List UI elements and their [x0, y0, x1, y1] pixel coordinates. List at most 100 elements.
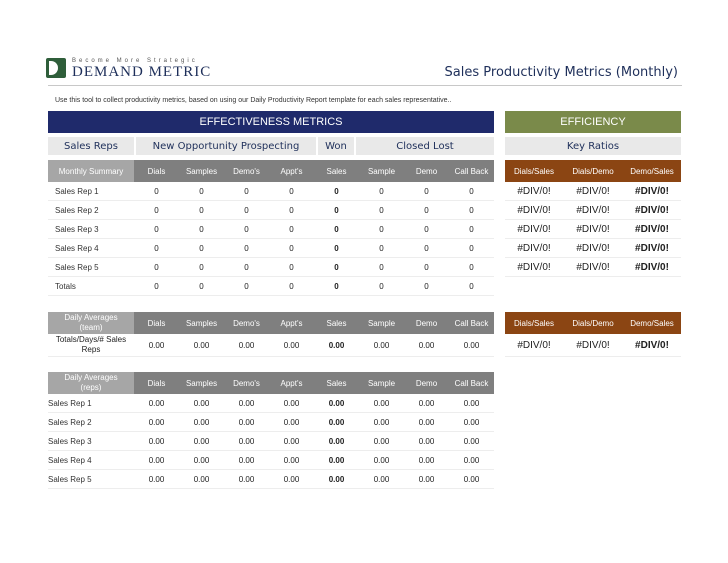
col-sales: Sales — [314, 160, 359, 182]
cell-value[interactable]: 0 — [134, 219, 179, 239]
cell-value[interactable]: 0 — [134, 238, 179, 258]
col-samples: Samples — [179, 372, 224, 394]
cell-value: 0.00 — [404, 394, 449, 413]
row-label: Sales Rep 4 — [48, 238, 134, 258]
instructions-text: Use this tool to collect productivity me… — [55, 97, 452, 104]
cell-value: 0.00 — [314, 469, 359, 489]
table-row: #DIV/0! #DIV/0! #DIV/0! — [505, 257, 681, 277]
team-averages-header-row: Daily Averages (team) Dials Samples Demo… — [48, 312, 494, 334]
ratio-value: #DIV/0! — [505, 219, 563, 239]
cell-value[interactable]: 0 — [179, 219, 224, 239]
cell-value: 0 — [134, 276, 179, 296]
monthly-header-row: Monthly Summary Dials Samples Demo's App… — [48, 160, 494, 182]
cell-value: 0.00 — [404, 412, 449, 432]
cell-value: 0.00 — [314, 450, 359, 470]
team-averages-label: Daily Averages (team) — [48, 312, 134, 334]
cell-value[interactable]: 0 — [359, 182, 404, 201]
cell-value: 0.00 — [179, 450, 224, 470]
cell-value[interactable]: 0 — [179, 182, 224, 201]
cell-value: 0.00 — [449, 412, 494, 432]
cell-value[interactable]: 0 — [134, 182, 179, 201]
cell-value: 0.00 — [134, 469, 179, 489]
table-row: Sales Rep 1 0.00 0.00 0.00 0.00 0.00 0.0… — [48, 394, 494, 413]
cell-value: 0.00 — [359, 394, 404, 413]
col-call-back: Call Back — [449, 312, 494, 334]
row-label: Sales Rep 4 — [48, 450, 134, 470]
cell-value: 0.00 — [404, 334, 449, 357]
demand-metric-logo: Become More Strategic DEMAND METRIC — [46, 58, 246, 80]
team-averages-row: Totals/Days/# Sales Reps 0.00 0.00 0.00 … — [48, 334, 494, 357]
totals-row: Totals 0 0 0 0 0 0 0 0 — [48, 276, 494, 296]
rep-averages-label: Daily Averages (reps) — [48, 372, 134, 394]
cell-value[interactable]: 0 — [224, 257, 269, 277]
group-sales-reps: Sales Reps — [48, 137, 134, 155]
cell-value: 0 — [269, 276, 314, 296]
col-demo-sales: Demo/Sales — [623, 312, 681, 334]
cell-value[interactable]: 0 — [404, 257, 449, 277]
cell-value: 0.00 — [134, 450, 179, 470]
cell-value[interactable]: 0 — [359, 200, 404, 220]
col-samples: Samples — [179, 160, 224, 182]
cell-value[interactable]: 0 — [314, 219, 359, 239]
cell-value[interactable]: 0 — [359, 219, 404, 239]
cell-value[interactable]: 0 — [404, 200, 449, 220]
cell-value[interactable]: 0 — [314, 238, 359, 258]
cell-value[interactable]: 0 — [269, 238, 314, 258]
cell-value[interactable]: 0 — [179, 257, 224, 277]
cell-value[interactable]: 0 — [269, 257, 314, 277]
col-appts: Appt's — [269, 372, 314, 394]
cell-value[interactable]: 0 — [224, 182, 269, 201]
cell-value[interactable]: 0 — [314, 200, 359, 220]
cell-value: 0.00 — [449, 469, 494, 489]
cell-value[interactable]: 0 — [224, 219, 269, 239]
row-label: Sales Rep 1 — [48, 394, 134, 413]
ratio-value: #DIV/0! — [623, 238, 681, 258]
cell-value: 0.00 — [359, 334, 404, 357]
table-row: Sales Rep 4 0 0 0 0 0 0 0 0 — [48, 238, 494, 258]
ratio-value: #DIV/0! — [505, 238, 563, 258]
cell-value: 0 — [224, 276, 269, 296]
cell-value[interactable]: 0 — [314, 182, 359, 201]
cell-value[interactable]: 0 — [134, 257, 179, 277]
col-sample: Sample — [359, 372, 404, 394]
cell-value[interactable]: 0 — [314, 257, 359, 277]
col-sales: Sales — [314, 372, 359, 394]
cell-value[interactable]: 0 — [404, 219, 449, 239]
cell-value[interactable]: 0 — [179, 200, 224, 220]
cell-value[interactable]: 0 — [404, 238, 449, 258]
col-dials-sales: Dials/Sales — [505, 160, 563, 182]
table-row: Sales Rep 3 0 0 0 0 0 0 0 0 — [48, 219, 494, 239]
cell-value[interactable]: 0 — [269, 200, 314, 220]
cell-value[interactable]: 0 — [359, 238, 404, 258]
cell-value[interactable]: 0 — [179, 238, 224, 258]
col-call-back: Call Back — [449, 372, 494, 394]
rep-averages-label-line2: (reps) — [80, 383, 102, 392]
monthly-summary-label: Monthly Summary — [48, 160, 134, 182]
col-call-back: Call Back — [449, 160, 494, 182]
cell-value: 0.00 — [224, 431, 269, 451]
cell-value: 0 — [404, 276, 449, 296]
cell-value[interactable]: 0 — [449, 238, 494, 258]
cell-value: 0.00 — [359, 450, 404, 470]
cell-value[interactable]: 0 — [449, 200, 494, 220]
table-row: Sales Rep 5 0 0 0 0 0 0 0 0 — [48, 257, 494, 277]
cell-value[interactable]: 0 — [404, 182, 449, 201]
cell-value[interactable]: 0 — [134, 200, 179, 220]
cell-value[interactable]: 0 — [449, 182, 494, 201]
cell-value[interactable]: 0 — [224, 200, 269, 220]
ratios-header-row: Dials/Sales Dials/Demo Demo/Sales — [505, 160, 681, 182]
logo-tagline: Become More Strategic — [72, 58, 198, 64]
group-closed-lost: Closed Lost — [356, 137, 494, 155]
cell-value[interactable]: 0 — [269, 182, 314, 201]
cell-value: 0.00 — [269, 394, 314, 413]
cell-value[interactable]: 0 — [359, 257, 404, 277]
cell-value[interactable]: 0 — [449, 257, 494, 277]
cell-value: 0.00 — [314, 334, 359, 357]
cell-value[interactable]: 0 — [224, 238, 269, 258]
cell-value[interactable]: 0 — [269, 219, 314, 239]
table-row: #DIV/0! #DIV/0! #DIV/0! — [505, 238, 681, 258]
col-sales: Sales — [314, 312, 359, 334]
table-row: #DIV/0! #DIV/0! #DIV/0! — [505, 219, 681, 239]
team-averages-table: Daily Averages (team) Dials Samples Demo… — [48, 312, 494, 357]
cell-value[interactable]: 0 — [449, 219, 494, 239]
